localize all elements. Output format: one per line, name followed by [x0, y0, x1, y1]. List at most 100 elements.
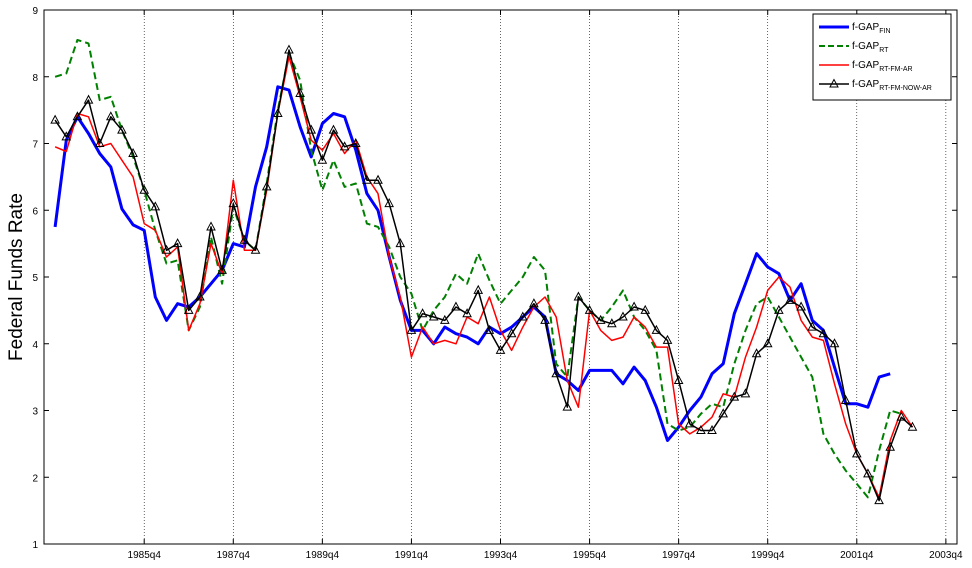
data-point-marker — [774, 304, 784, 314]
data-point-marker — [673, 374, 684, 384]
data-point-marker — [428, 311, 439, 321]
y-tick-label: 8 — [32, 73, 38, 84]
data-point-marker — [217, 264, 227, 274]
data-point-marker — [94, 137, 105, 147]
data-point-marker — [272, 107, 283, 117]
data-point-marker — [662, 334, 673, 344]
data-point-marker — [139, 184, 150, 194]
data-point-marker — [740, 388, 751, 398]
data-point-marker — [61, 131, 72, 141]
x-tick-label: 1991q4 — [395, 550, 429, 561]
data-point-marker — [150, 201, 161, 211]
data-point-marker — [172, 238, 183, 248]
data-point-marker — [584, 304, 595, 314]
data-point-marker — [551, 368, 562, 378]
data-point-marker — [796, 301, 806, 311]
data-point-marker — [117, 124, 127, 134]
data-point-marker — [495, 344, 506, 354]
legend-marker — [829, 78, 839, 88]
data-point-marker — [529, 298, 539, 308]
data-point-marker — [328, 124, 339, 134]
x-tick-label: 1999q4 — [751, 550, 785, 561]
y-axis-label: Federal Funds Rate — [6, 193, 27, 361]
data-point-marker — [439, 314, 450, 324]
data-point-marker — [473, 284, 484, 294]
y-tick-label: 2 — [32, 473, 38, 484]
data-point-marker — [83, 94, 94, 104]
data-point-marker — [607, 318, 617, 328]
data-point-marker — [339, 141, 350, 151]
data-point-marker — [395, 238, 406, 248]
data-point-marker — [540, 314, 550, 324]
data-point-marker — [829, 338, 840, 348]
data-point-marker — [729, 391, 740, 401]
data-point-marker — [250, 244, 261, 254]
data-point-marker — [595, 314, 606, 324]
data-point-marker — [785, 294, 795, 304]
data-point-marker — [696, 424, 706, 435]
data-point-marker — [684, 418, 695, 428]
legend-label-subscript: RT — [879, 47, 889, 54]
data-point-marker — [406, 324, 417, 334]
data-point-marker — [618, 311, 628, 321]
data-point-marker — [629, 301, 639, 311]
data-point-marker — [183, 304, 194, 314]
data-point-marker — [195, 291, 205, 301]
y-tick-label: 9 — [32, 6, 38, 17]
series-fin — [53, 85, 891, 442]
series-rt-fm-now-ar — [50, 44, 918, 505]
data-point-marker — [373, 174, 383, 184]
x-tick-label: 1987q4 — [217, 550, 251, 561]
x-tick-label: 2001q4 — [840, 550, 874, 561]
legend-label-main: f-GAP — [852, 41, 880, 52]
series-layer — [50, 39, 918, 505]
data-point-marker — [228, 198, 239, 208]
data-point-marker — [640, 304, 651, 314]
data-point-marker — [362, 174, 372, 184]
data-point-marker — [261, 181, 272, 191]
legend-label: f-GAPRT-FM-NOW-AR — [852, 79, 932, 92]
legend-label-main: f-GAP — [852, 60, 880, 71]
legend-label: f-GAPRT — [852, 41, 889, 54]
data-point-marker — [573, 291, 584, 301]
data-point-marker — [50, 114, 60, 124]
data-point-marker — [762, 338, 773, 348]
legend-item-rt-fm-now-ar: f-GAPRT-FM-NOW-AR — [819, 78, 932, 92]
data-point-marker — [840, 394, 851, 404]
data-point-marker — [506, 328, 517, 338]
data-point-marker — [751, 348, 762, 358]
data-point-marker — [462, 308, 472, 318]
data-point-marker — [284, 44, 294, 54]
data-point-marker — [818, 328, 829, 338]
legend-item-fin: f-GAPFIN — [819, 22, 891, 35]
data-point-marker — [384, 198, 394, 208]
data-point-marker — [72, 111, 83, 121]
data-point-marker — [451, 301, 461, 311]
data-point-marker — [896, 411, 907, 421]
x-tick-label: 1997q4 — [662, 550, 696, 561]
data-point-marker — [517, 311, 528, 321]
series-rt — [54, 39, 902, 499]
x-tick-label: 1989q4 — [306, 550, 340, 561]
x-tick-label: 1985q4 — [128, 550, 162, 561]
x-tick-label: 1995q4 — [573, 550, 607, 561]
data-point-marker — [562, 401, 573, 411]
series-line — [54, 39, 902, 499]
y-tick-label: 4 — [32, 340, 38, 351]
data-point-marker — [651, 324, 662, 334]
legend-item-rt: f-GAPRT — [819, 41, 889, 54]
legend-label-subscript: FIN — [879, 28, 890, 35]
data-point-marker — [317, 154, 328, 164]
data-point-marker — [807, 321, 818, 331]
legend: f-GAPFINf-GAPRTf-GAPRT-FM-ARf-GAPRT-FM-N… — [812, 13, 952, 101]
y-tick-label: 5 — [32, 273, 38, 284]
data-point-marker — [863, 468, 873, 478]
data-point-marker — [417, 308, 428, 318]
series-line — [53, 85, 891, 442]
x-tick-label: 2003q4 — [929, 550, 963, 561]
legend-label-main: f-GAP — [852, 79, 880, 90]
data-point-marker — [907, 421, 918, 431]
y-tick-label: 6 — [32, 206, 38, 217]
